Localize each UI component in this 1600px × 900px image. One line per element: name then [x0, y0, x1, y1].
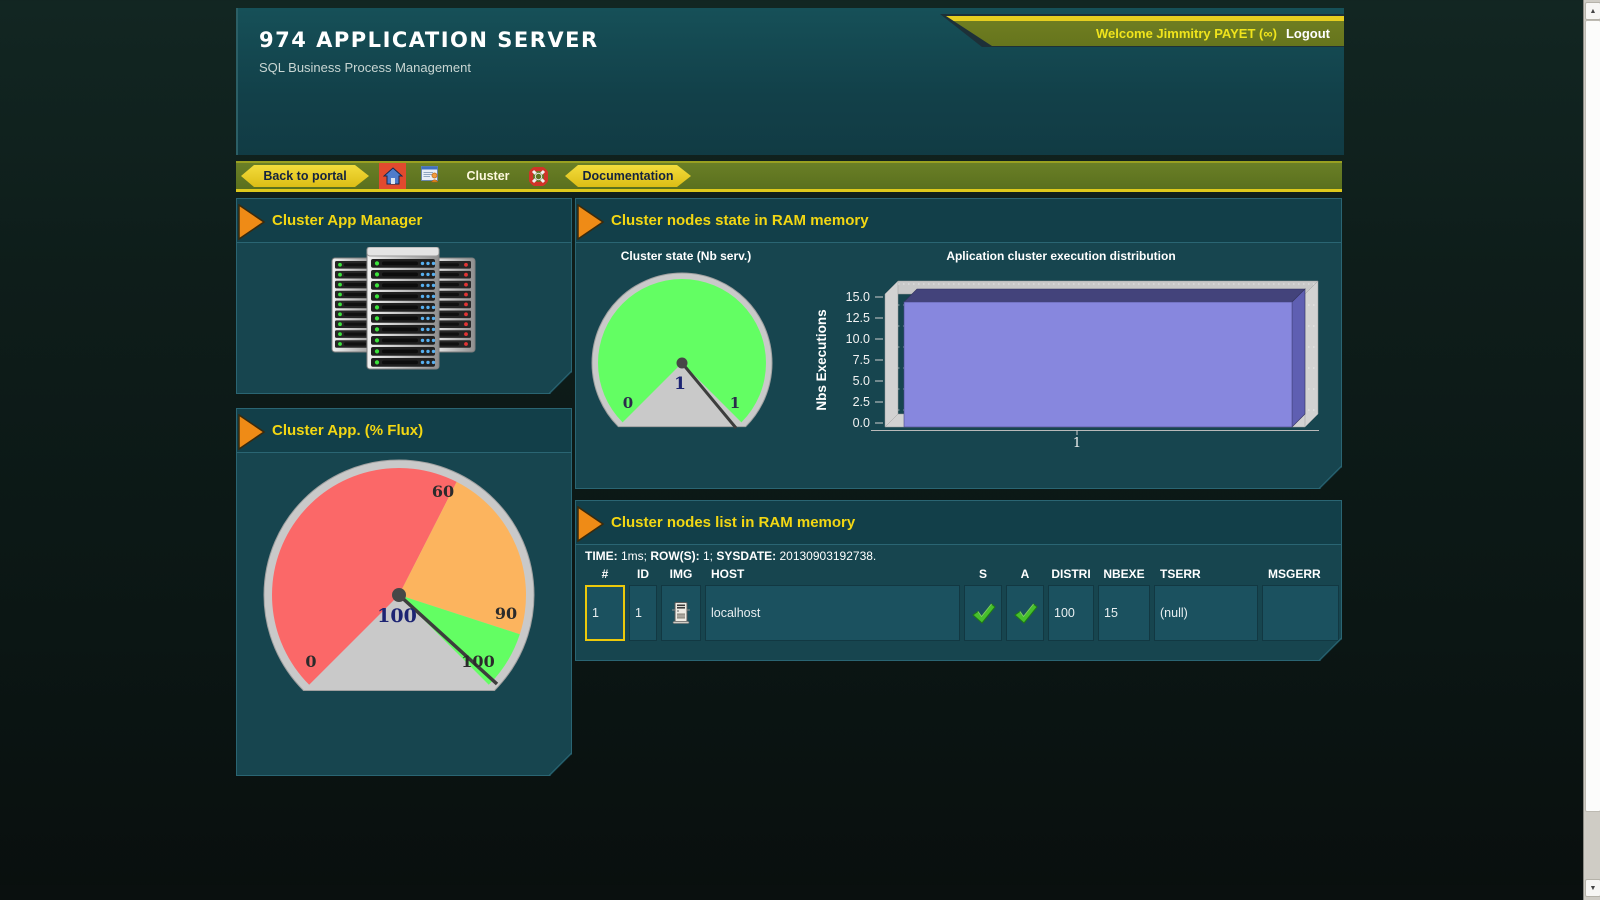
bottom-band [0, 885, 1583, 900]
y-axis-label: Nbs Executions [816, 309, 829, 410]
panel-arrow-icon [238, 204, 266, 240]
panel-header: Cluster App Manager [237, 199, 571, 243]
check-icon [1012, 602, 1038, 625]
query-stats: TIME: 1ms; ROW(S): 1; SYSDATE: 201309031… [585, 549, 876, 563]
page-content: 974 APPLICATION SERVER SQL Business Proc… [236, 0, 1344, 884]
header: 974 APPLICATION SERVER SQL Business Proc… [236, 8, 1344, 155]
vertical-scrollbar[interactable]: ▲ ▼ [1583, 0, 1600, 900]
nav-help-button[interactable] [528, 166, 549, 191]
cell-img[interactable] [661, 585, 701, 641]
gauge-value-label: 1 [674, 374, 686, 394]
stats-rows-label: ROW(S): [650, 549, 700, 563]
execution-distribution-bar-chart: 0.0 2.5 5.0 7.5 10.0 12.5 15.0 Nbs Execu… [816, 275, 1326, 458]
y-tick-label: 15.0 [846, 290, 870, 304]
cell-nbexe[interactable]: 15 [1098, 585, 1150, 641]
col-header-id: ID [637, 567, 649, 581]
table-header-row: # ID IMG HOST S A DISTRI NBEXE TSERR MSG… [585, 567, 1339, 581]
stats-sysdate-value: 20130903192738. [776, 549, 877, 563]
stats-time-value: 1ms; [617, 549, 651, 563]
table-row[interactable]: 1 1 [585, 585, 1339, 641]
stats-rows-value: 1; [699, 549, 717, 563]
cell-num[interactable]: 1 [585, 585, 625, 641]
panel-header: Cluster App. (% Flux) [237, 409, 571, 453]
y-tick-label: 7.5 [853, 353, 870, 367]
gauge-tick-label: 0 [305, 652, 316, 671]
panel-arrow-icon [577, 204, 605, 240]
panel-title: Cluster nodes list in RAM memory [611, 514, 856, 531]
panel-cluster-app-manager: Cluster App Manager [236, 198, 572, 394]
cell-host[interactable]: localhost [705, 585, 960, 641]
server-rack-image [331, 247, 476, 376]
nav-documentation[interactable]: Documentation [565, 165, 691, 187]
panel-title: Cluster App Manager [272, 212, 423, 229]
gauge-tick-label: 60 [432, 482, 454, 501]
home-icon [382, 167, 403, 185]
x-tick-label: 1 [1073, 436, 1081, 451]
stats-time-label: TIME: [585, 549, 618, 563]
y-tick-label: 0.0 [853, 416, 870, 430]
computer-icon [671, 601, 691, 625]
nav-cluster-label[interactable]: Cluster [466, 169, 510, 183]
main-navbar: Back to portal Cluster [236, 161, 1342, 192]
gauge-chart-title: Cluster state (Nb serv.) [620, 249, 752, 263]
y-tick-label: 10.0 [846, 332, 870, 346]
cell-tserr[interactable]: (null) [1154, 585, 1258, 641]
cell-msgerr[interactable] [1262, 585, 1339, 641]
nav-cluster-info-button[interactable] [421, 166, 441, 189]
col-header-tserr: TSERR [1160, 567, 1201, 581]
lifesaver-icon [528, 166, 549, 187]
scrollbar-down-button[interactable]: ▼ [1585, 879, 1600, 897]
col-header-msgerr: MSGERR [1268, 567, 1321, 581]
panel-arrow-icon [238, 414, 266, 450]
col-header-distri: DISTRI [1051, 567, 1091, 581]
col-header-img: IMG [669, 567, 693, 581]
col-header-s: S [978, 567, 987, 581]
cell-distri[interactable]: 100 [1048, 585, 1094, 641]
nav-back-to-portal[interactable]: Back to portal [241, 165, 369, 187]
gauge-tick-label: 90 [495, 604, 517, 623]
logout-button[interactable]: Logout [1285, 25, 1330, 41]
gauge-tick-label: 100 [461, 652, 494, 671]
welcome-text: Welcome Jimmitry PAYET (∞) [1095, 25, 1277, 41]
user-form-icon [421, 166, 439, 183]
cell-a-status[interactable] [1006, 585, 1044, 641]
welcome-banner: Welcome Jimmitry PAYET (∞) Logout [946, 16, 1344, 46]
page-subtitle: SQL Business Process Management [259, 60, 471, 75]
col-header-nbexe: NBEXE [1103, 567, 1145, 581]
panel-title: Cluster App. (% Flux) [272, 422, 424, 439]
y-tick-label: 5.0 [853, 374, 870, 388]
panel-arrow-icon [577, 506, 605, 542]
gauge-tick-label: 1 [730, 394, 740, 412]
gauge-value-label: 100 [377, 605, 417, 627]
stats-sysdate-label: SYSDATE: [716, 549, 777, 563]
y-tick-label: 2.5 [853, 395, 870, 409]
col-header-host: HOST [711, 567, 745, 581]
y-tick-label: 12.5 [846, 311, 870, 325]
panel-nodes-state: Cluster nodes state in RAM memory Cluste… [575, 198, 1342, 489]
panel-nodes-list: Cluster nodes list in RAM memory TIME: 1… [575, 500, 1342, 661]
panel-header: Cluster nodes state in RAM memory [576, 199, 1341, 243]
scrollbar-thumb[interactable] [1585, 20, 1600, 812]
bar-chart-title: Aplication cluster execution distributio… [946, 249, 1176, 263]
check-icon [970, 602, 996, 625]
panel-header: Cluster nodes list in RAM memory [576, 501, 1341, 545]
col-header-num: # [601, 567, 609, 581]
page-title: 974 APPLICATION SERVER [259, 28, 599, 52]
cell-s-status[interactable] [964, 585, 1002, 641]
nav-home-button[interactable] [379, 163, 406, 189]
cluster-state-gauge-chart: 0 1 1 [582, 263, 782, 468]
scrollbar-up-button[interactable]: ▲ [1585, 2, 1600, 20]
gauge-tick-label: 0 [623, 394, 633, 412]
flux-gauge-chart: 0 60 90 100 100 [259, 455, 539, 750]
panel-title: Cluster nodes state in RAM memory [611, 212, 869, 229]
col-header-a: A [1020, 567, 1030, 581]
panel-cluster-app-flux: Cluster App. (% Flux) 0 60 90 100 100 [236, 408, 572, 776]
cell-id[interactable]: 1 [629, 585, 657, 641]
